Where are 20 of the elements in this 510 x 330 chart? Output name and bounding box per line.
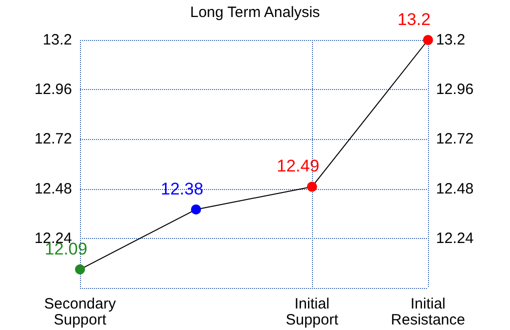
y2-tick-label: 12.72 (436, 130, 474, 148)
y2-tick-label: 12.24 (436, 230, 474, 247)
point (191, 204, 201, 214)
x-tick-label: Initial Resistance (390, 296, 466, 328)
y2-tick-label: 12.96 (436, 81, 474, 98)
y-tick-label: 12.72 (34, 130, 72, 148)
point (307, 182, 317, 192)
y-tick-label: 12.48 (34, 180, 72, 198)
y-tick-label: 12.96 (34, 81, 72, 98)
x-tick-label: Initial Support (286, 296, 340, 328)
chart-title: Long Term Analysis (190, 4, 320, 21)
x-tick-label: Secondary Support (44, 296, 116, 328)
point (75, 264, 85, 274)
y-tick-label: 13.2 (42, 32, 72, 48)
y2-tick-label: 13.2 (436, 32, 466, 48)
data-label: 12.49 (276, 156, 320, 176)
point (423, 35, 433, 45)
data-label: 12.38 (160, 179, 204, 198)
y2-tick-label: 12.48 (436, 180, 474, 198)
data-label: 13.2 (397, 10, 431, 29)
